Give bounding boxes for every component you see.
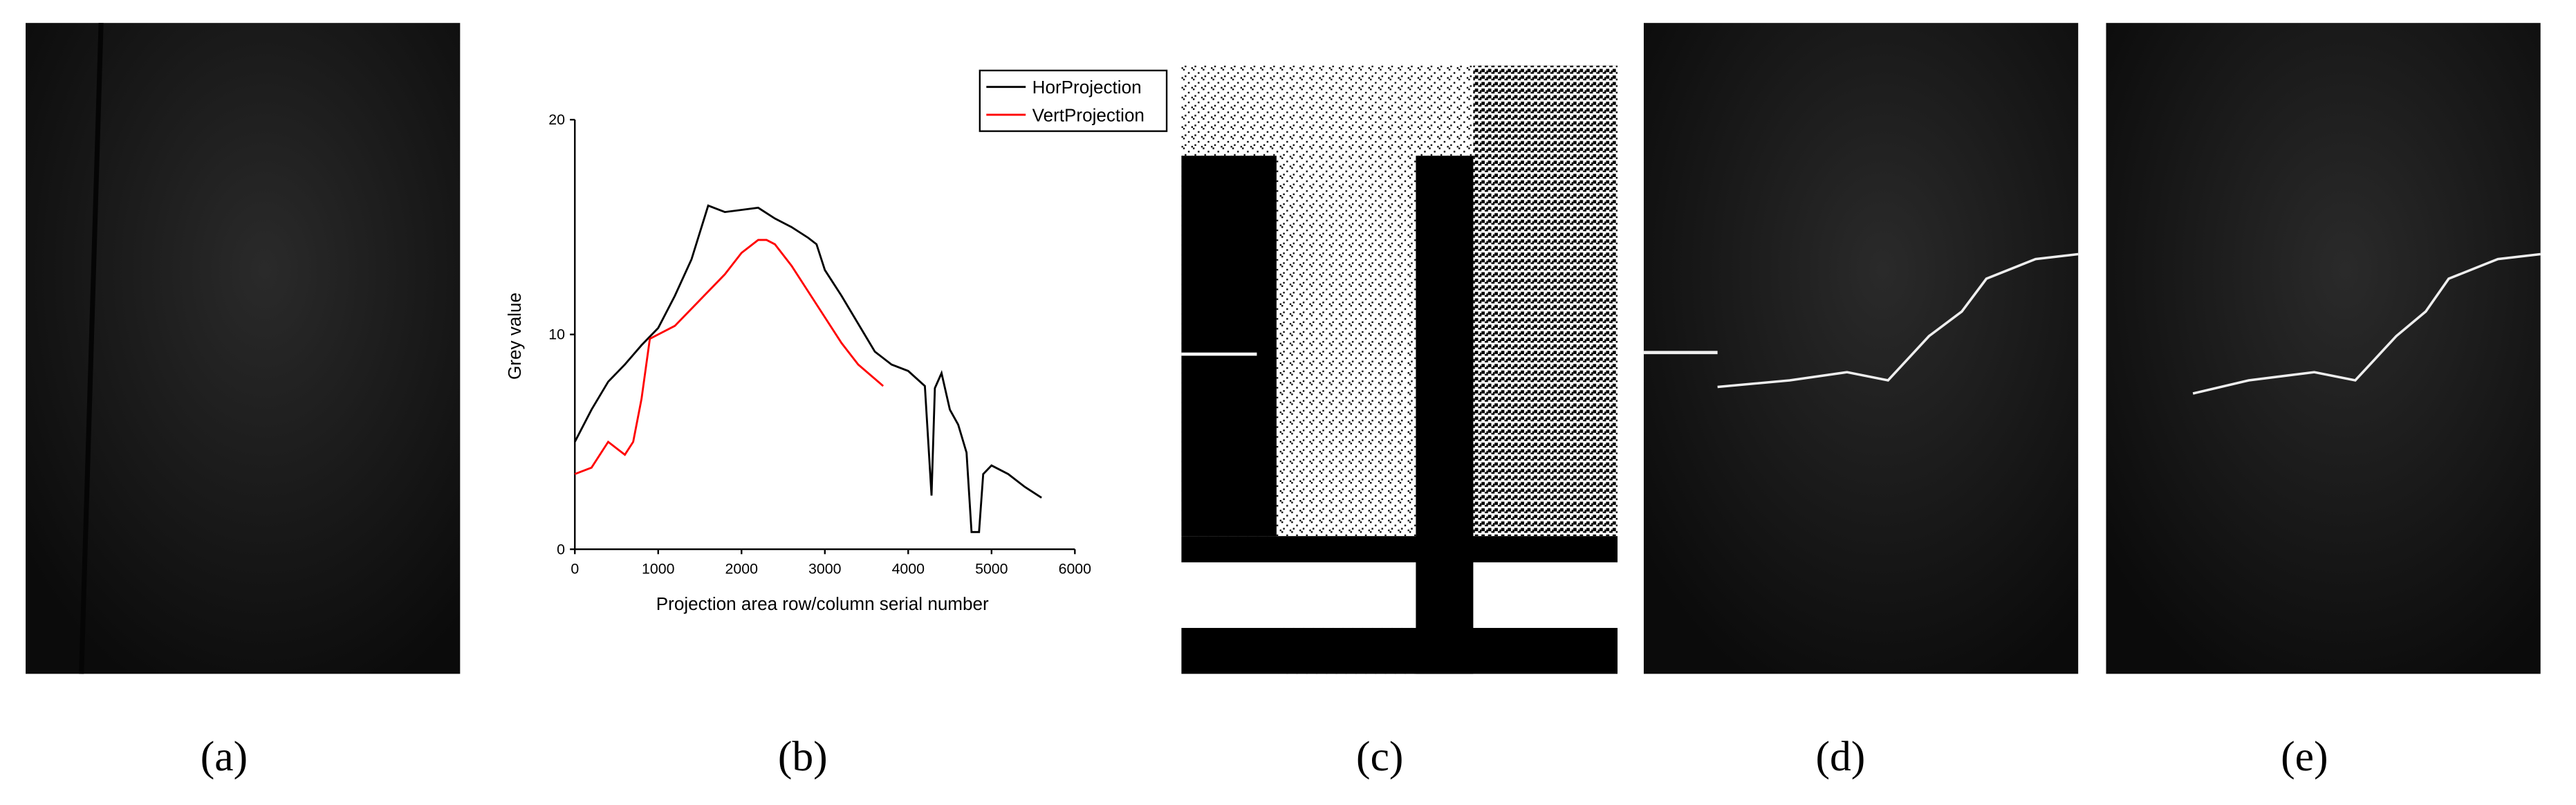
crack-line [1717,252,2079,389]
photo-noise [1473,65,1618,537]
crack-line [2192,252,2541,395]
x-tick-label: 0 [571,561,579,577]
x-tick-label: 3000 [808,561,842,577]
photo-block [1181,156,1277,537]
x-tick-label: 2000 [725,561,759,577]
photo-e [2106,23,2541,674]
legend-box [979,69,1168,132]
photo-block [1181,536,1618,563]
x-tick-label: 5000 [975,561,1008,577]
panel-label: (c) [1356,733,1403,780]
x-axis-label: Projection area row/column serial number [656,593,989,614]
legend-label: HorProjection [1032,77,1142,98]
panel-label: (b) [778,733,828,780]
y-tick-label: 20 [548,111,565,128]
x-tick-label: 4000 [892,561,925,577]
y-tick-label: 10 [548,326,565,343]
panel-label: (a) [201,733,248,780]
x-tick-label: 1000 [642,561,675,577]
series-line [573,204,1042,533]
y-tick-label: 0 [557,541,565,557]
photo-d [1643,23,2079,674]
panel-label: (d) [1815,733,1865,780]
series-line [574,239,884,475]
photo-c [1181,23,1618,674]
legend-label: VertProjection [1032,104,1145,125]
panel-label: (e) [2281,733,2328,780]
photo-block [1416,156,1474,674]
photo-noise [1278,627,1416,674]
x-tick-label: 6000 [1059,561,1092,577]
photo-detail [79,23,104,674]
y-axis-label: Grey value [504,293,525,380]
